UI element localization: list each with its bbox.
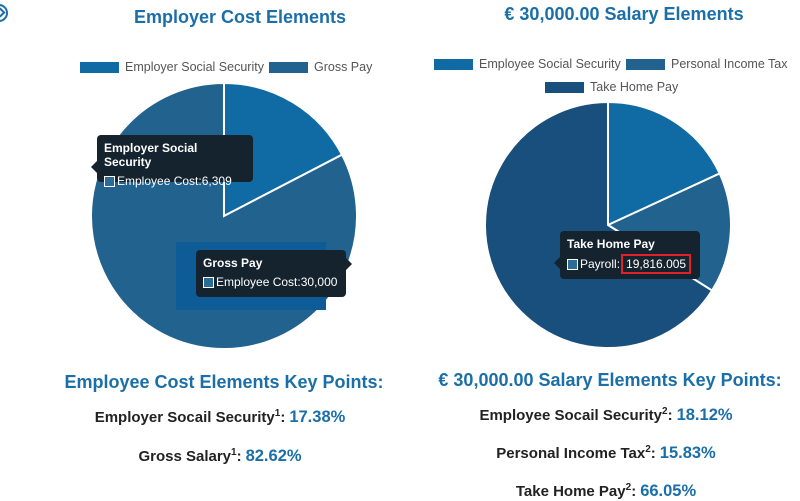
tooltip-colon: : bbox=[297, 275, 301, 289]
tooltip-color-box bbox=[203, 276, 214, 288]
right-pie bbox=[484, 100, 732, 349]
key-point-label: Gross Salary bbox=[138, 448, 232, 465]
tooltip-title: Take Home Pay bbox=[567, 237, 655, 251]
key-point-value: 15.83% bbox=[659, 444, 716, 462]
footnote-marker: 2 bbox=[662, 406, 668, 417]
footnote-marker: 2 bbox=[645, 444, 651, 455]
legend-swatch bbox=[80, 62, 119, 73]
legend-label: Take Home Pay bbox=[590, 80, 679, 94]
left-pie-slice-employer-social-security[interactable] bbox=[223, 81, 344, 218]
legend-swatch bbox=[434, 59, 473, 70]
legend-swatch bbox=[545, 82, 584, 93]
left-key-point-1: Employer Socail Security1: 17.38% bbox=[20, 408, 420, 427]
tooltip-color-box bbox=[567, 258, 578, 270]
key-point-value: 82.62% bbox=[245, 447, 302, 465]
tooltip-label: Payroll bbox=[580, 257, 617, 271]
legend-label: Personal Income Tax bbox=[671, 57, 788, 71]
key-point-value: 18.12% bbox=[676, 406, 733, 424]
tooltip-take-home-pay: Take Home Pay Payroll:19,816.005 bbox=[554, 231, 700, 279]
key-point-value: 66.05% bbox=[640, 482, 697, 500]
key-point-value: 17.38% bbox=[289, 408, 346, 426]
key-point-colon: : bbox=[650, 445, 656, 462]
right-chart-title: € 30,000.00 Salary Elements bbox=[504, 4, 744, 24]
tooltip-employer-social-security: Employer Social Security Employee Cost: … bbox=[91, 135, 253, 188]
tooltip-row: Payroll:19,816.005 bbox=[567, 254, 693, 274]
left-key-points-heading: Employee Cost Elements Key Points: bbox=[64, 372, 384, 392]
tooltip-color-box bbox=[104, 175, 115, 187]
right-key-point-3: Take Home Pay2: 66.05% bbox=[406, 482, 800, 501]
left-key-point-2: Gross Salary1: 82.62% bbox=[20, 447, 420, 466]
legend-label: Gross Pay bbox=[314, 60, 373, 74]
legend-swatch bbox=[269, 62, 308, 73]
left-chart-title: Employer Cost Elements bbox=[133, 7, 347, 27]
key-point-label: Personal Income Tax bbox=[496, 445, 646, 462]
key-point-label: Employee Socail Security bbox=[479, 407, 663, 424]
right-key-point-1: Employee Socail Security2: 18.12% bbox=[406, 406, 800, 425]
tooltip-colon: : bbox=[198, 174, 202, 188]
tooltip-gross-pay: Gross Pay Employee Cost: 30,000 bbox=[196, 250, 352, 297]
legend-label: Employee Social Security bbox=[479, 57, 621, 71]
right-pie-slice-take-home-pay[interactable] bbox=[484, 100, 714, 349]
right-key-points-heading: € 30,000.00 Salary Elements Key Points: bbox=[438, 370, 782, 390]
key-point-colon: : bbox=[631, 483, 637, 500]
tooltip-title: Gross Pay bbox=[203, 256, 263, 270]
key-point-label: Employer Socail Security bbox=[94, 409, 275, 426]
key-point-colon: : bbox=[280, 409, 286, 426]
key-point-label: Take Home Pay bbox=[515, 483, 626, 500]
tooltip-label: Employee Cost bbox=[216, 275, 298, 289]
footnote-marker: 2 bbox=[625, 482, 632, 493]
key-point-colon: : bbox=[667, 407, 673, 424]
tooltip-value: 30,000 bbox=[300, 275, 338, 289]
tooltip-row: Employee Cost: 6,309 bbox=[104, 174, 246, 188]
tooltip-value: 6,309 bbox=[201, 174, 232, 188]
tooltip-row: Employee Cost: 30,000 bbox=[203, 275, 339, 289]
tooltip-title: Employer Social Security bbox=[104, 141, 198, 169]
highlighted-payroll-value: 19,816.005 bbox=[621, 254, 692, 274]
footnote-marker: 1 bbox=[274, 408, 281, 419]
tooltip-colon: : bbox=[616, 257, 621, 271]
legend-swatch bbox=[626, 59, 665, 70]
footnote-marker: 1 bbox=[231, 447, 237, 458]
legend-label: Employer Social Security bbox=[125, 60, 264, 74]
right-pie-slice-employee-social-security[interactable] bbox=[607, 100, 722, 227]
key-point-colon: : bbox=[236, 448, 242, 465]
tooltip-label: Employee Cost bbox=[117, 174, 199, 188]
right-key-point-2: Personal Income Tax2: 15.83% bbox=[406, 444, 800, 463]
